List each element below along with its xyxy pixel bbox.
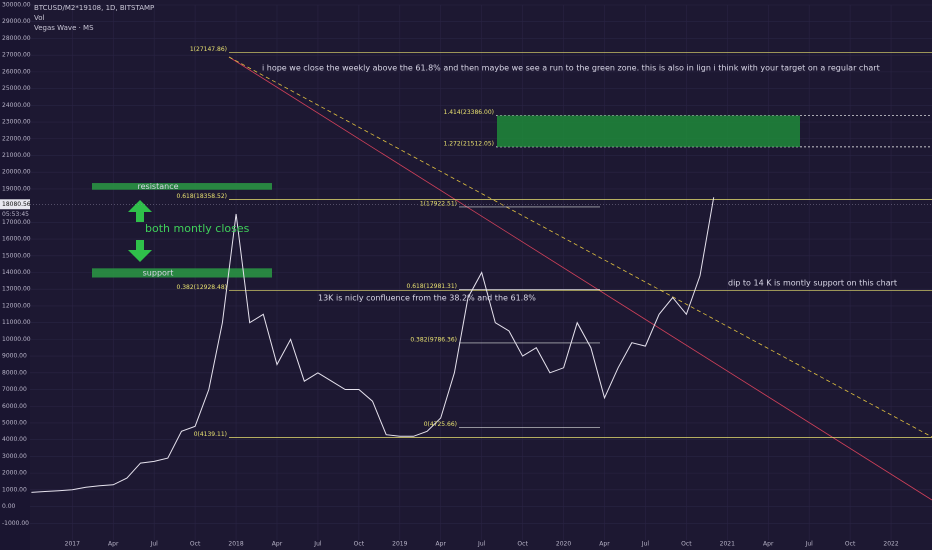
y-tick-label: 4000.00 [2,436,27,443]
level-label: 0(4725.66) [424,421,457,428]
x-tick-label: Oct [190,541,201,548]
y-tick-label: -1000.00 [2,520,29,527]
y-tick-label: 30000.00 [2,2,31,9]
zone-label: support [143,268,174,277]
indicator: Vegas Wave · MS [34,24,94,32]
axis-panel [0,0,30,550]
x-tick-label: Jul [805,541,814,548]
y-tick-label: 13000.00 [2,286,31,293]
level-label: 0.382(9786.36) [410,336,457,343]
volume-label: Vol [34,14,45,22]
x-tick-label: Jul [477,541,486,548]
y-tick-label: 11000.00 [2,319,31,326]
arrow-down [128,240,152,262]
countdown: 05:53:45 [2,211,29,218]
x-tick-label: Oct [354,541,365,548]
y-tick-label: 10000.00 [2,336,31,343]
trend-line-dashed [228,56,932,438]
y-tick-label: 20000.00 [2,169,31,176]
y-tick-label: 3000.00 [2,453,27,460]
x-tick-label: Apr [272,541,283,548]
annotation: both montly closes [145,222,250,235]
y-tick-label: 27000.00 [2,52,31,59]
y-tick-label: 26000.00 [2,68,31,75]
annotation: dip to 14 K is montly support on this ch… [728,279,897,288]
grid [30,4,932,540]
x-tick-label: Jul [313,541,322,548]
level-label: 1(27147.86) [190,46,227,53]
y-tick-label: 8000.00 [2,369,27,376]
y-tick-label: 12000.00 [2,302,31,309]
x-tick-label: Jul [641,541,650,548]
price-line [31,197,715,493]
x-tick-label: 2019 [392,541,407,548]
price-tag [0,199,30,210]
y-tick-label: 0.00 [2,503,16,510]
marks [31,52,932,493]
y-tick-label: 19000.00 [2,185,31,192]
level-label: 0.618(18358.52) [177,193,228,200]
target-zone [497,115,800,147]
x-tick-label: Apr [763,541,774,548]
y-tick-label: 21000.00 [2,152,31,159]
level-label: 0.618(12981.31) [407,283,458,290]
y-tick-label: 1000.00 [2,486,27,493]
y-tick-label: 9000.00 [2,353,27,360]
y-tick-label: 22000.00 [2,135,31,142]
level-label: 1.414(23386.00) [444,109,495,116]
x-tick-label: Jul [150,541,159,548]
x-tick-label: 2018 [228,541,243,548]
y-tick-label: 17000.00 [2,219,31,226]
level-label: 1.272(21512.05) [444,140,495,147]
y-tick-label: 25000.00 [2,85,31,92]
level-label: 0(4139.11) [194,431,227,438]
x-tick-label: 2022 [883,541,898,548]
last-price: 18080.56 [2,201,31,208]
y-tick-label: 28000.00 [2,35,31,42]
level-label: 0.382(12928.48) [177,284,228,291]
y-tick-label: 16000.00 [2,236,31,243]
annotation: 13K is nicly confluence from the 38.2% a… [318,294,536,303]
symbol: BTCUSD/M2*19108, 1D, BITSTAMP [34,4,154,12]
y-tick-label: 15000.00 [2,252,31,259]
y-tick-label: 5000.00 [2,419,27,426]
x-tick-label: Oct [681,541,692,548]
x-tick-label: 2020 [556,541,571,548]
zone [92,183,272,190]
annotation: i hope we close the weekly above the 61.… [262,64,880,73]
trend-line [228,56,932,501]
y-tick-label: 14000.00 [2,269,31,276]
x-tick-label: 2021 [720,541,735,548]
arrow-up [128,200,152,222]
x-tick-label: Apr [436,541,447,548]
x-tick-label: 2017 [65,541,80,548]
x-tick-label: Apr [599,541,610,548]
x-tick-label: Apr [108,541,119,548]
y-tick-label: 23000.00 [2,119,31,126]
y-tick-label: 29000.00 [2,18,31,25]
y-tick-label: 24000.00 [2,102,31,109]
x-tick-label: Oct [517,541,528,548]
x-tick-label: Oct [845,541,856,548]
y-tick-label: 2000.00 [2,470,27,477]
zone [92,268,272,278]
zone-label: resistance [137,182,178,191]
level-label: 1(17922.51) [420,200,457,207]
y-tick-label: 6000.00 [2,403,27,410]
y-tick-label: 7000.00 [2,386,27,393]
